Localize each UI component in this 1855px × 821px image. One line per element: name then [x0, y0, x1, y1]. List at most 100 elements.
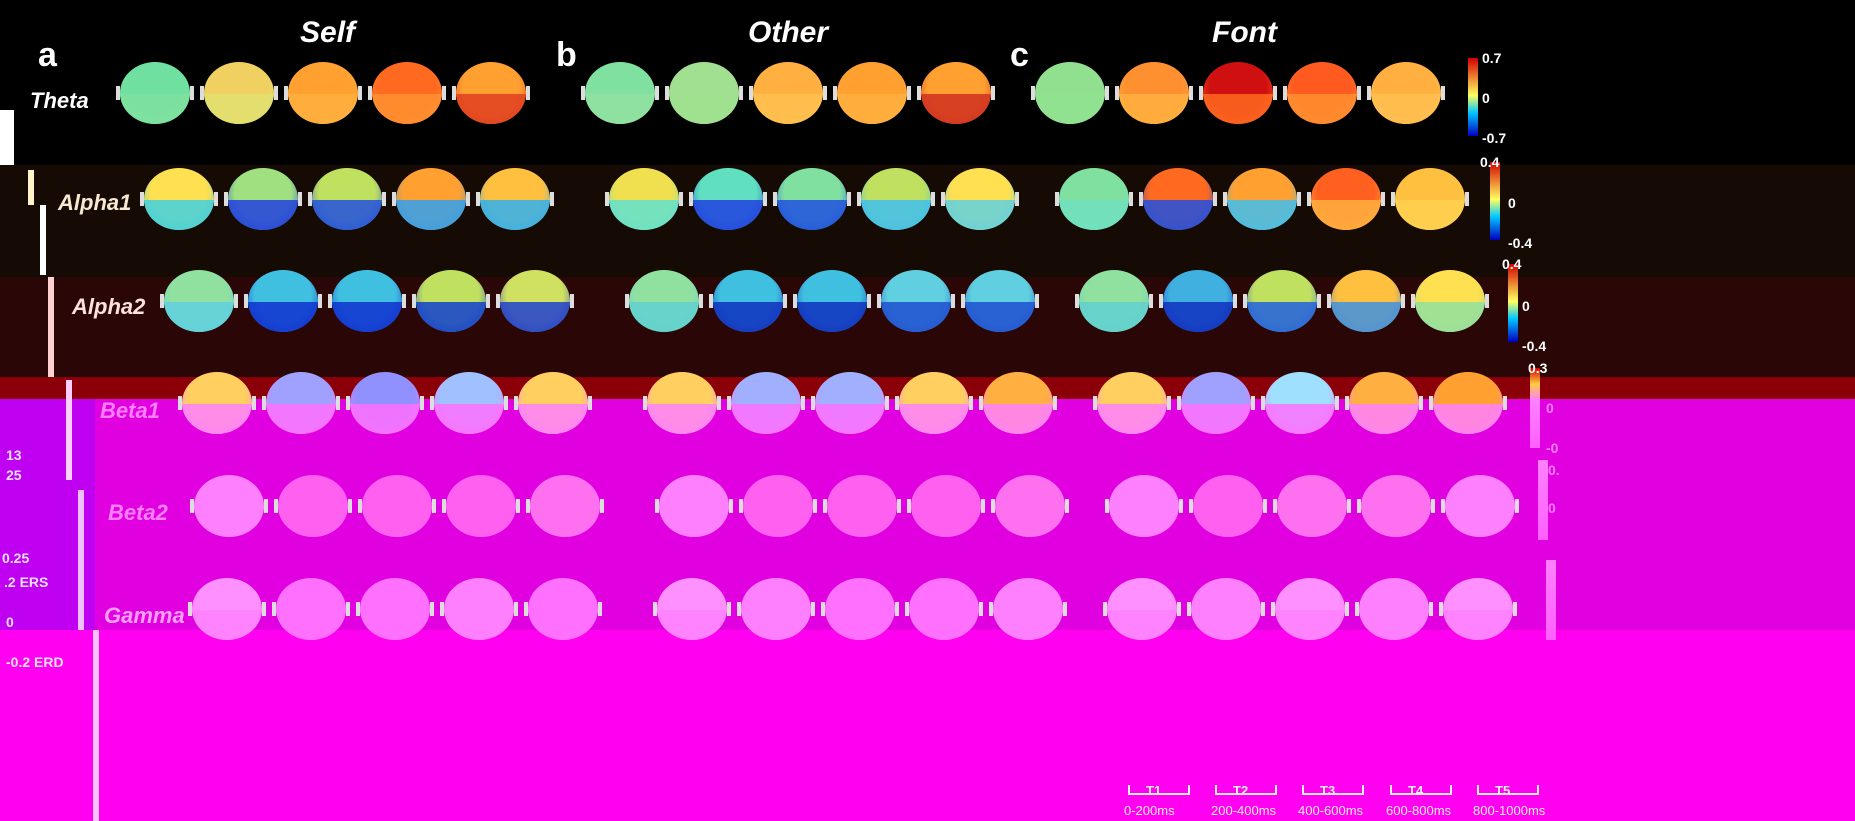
scalp-map-alpha1-self-t2 [228, 168, 298, 230]
ear-marker-right-icon [550, 192, 554, 206]
scalp-map-theta-self-t3 [288, 62, 358, 124]
ear-marker-right-icon [1273, 86, 1277, 100]
row-label-alpha2: Alpha2 [72, 294, 146, 319]
ear-marker-left-icon [284, 86, 288, 100]
ear-marker-right-icon [1317, 294, 1321, 308]
colorbar-alpha1 [1490, 162, 1500, 240]
row-label-beta1: Beta1 [100, 398, 160, 423]
colorbar-alpha1-max: 0.4 [1480, 154, 1500, 170]
ear-marker-right-icon [991, 86, 995, 100]
scalp-map-alpha1-other-t3 [777, 168, 847, 230]
ear-marker-right-icon [262, 602, 266, 616]
ear-marker-left-icon [833, 86, 837, 100]
scalp-map-beta2-self-t5 [530, 475, 600, 537]
scalp-map-alpha2-other-t2 [713, 270, 783, 332]
time-window-bracket-t1 [1128, 785, 1190, 795]
scalp-map-theta-font-t4 [1287, 62, 1357, 124]
ear-marker-left-icon [440, 602, 444, 616]
time-window-range-t5: 800-1000ms [1473, 803, 1546, 818]
ear-marker-left-icon [358, 499, 362, 513]
scalp-map-gamma-self-t5 [528, 578, 598, 640]
ear-marker-right-icon [298, 192, 302, 206]
scalp-map-beta2-self-t2 [278, 475, 348, 537]
ear-marker-right-icon [823, 86, 827, 100]
ear-marker-right-icon [699, 294, 703, 308]
panel-letter-c: c [1010, 36, 1029, 74]
time-window-name-t1: T1 [1146, 783, 1162, 798]
colorbar-beta1-max: 0.3 [1528, 360, 1548, 376]
scalp-map-alpha1-other-t4 [861, 168, 931, 230]
ear-marker-left-icon [1055, 192, 1059, 206]
ear-marker-left-icon [274, 499, 278, 513]
ear-marker-right-icon [655, 86, 659, 100]
ear-marker-left-icon [961, 294, 965, 308]
scalp-map-alpha1-self-t5 [480, 168, 550, 230]
scalp-map-beta1-other-t2 [731, 372, 801, 434]
scalp-map-alpha1-font-t1 [1059, 168, 1129, 230]
ear-marker-right-icon [729, 499, 733, 513]
ear-marker-left-icon [1093, 396, 1097, 410]
panel-title-other: Other [748, 16, 829, 49]
left-stripe-4 [66, 380, 72, 480]
ear-marker-right-icon [598, 602, 602, 616]
ear-marker-left-icon [979, 396, 983, 410]
scalp-map-beta2-other-t3 [827, 475, 897, 537]
ear-marker-right-icon [907, 86, 911, 100]
ear-marker-right-icon [1503, 396, 1507, 410]
ear-marker-left-icon [178, 396, 182, 410]
ear-marker-right-icon [1465, 192, 1469, 206]
ear-marker-right-icon [951, 294, 955, 308]
ear-marker-right-icon [1515, 499, 1519, 513]
scalp-map-gamma-self-t4 [444, 578, 514, 640]
ear-marker-right-icon [432, 499, 436, 513]
scalp-map-gamma-font-t5 [1443, 578, 1513, 640]
scalp-map-gamma-other-t5 [993, 578, 1063, 640]
ear-marker-right-icon [1149, 294, 1153, 308]
ear-marker-left-icon [737, 602, 741, 616]
scalp-map-beta2-font-t4 [1361, 475, 1431, 537]
time-window-bracket-t2 [1215, 785, 1277, 795]
ear-marker-left-icon [1327, 294, 1331, 308]
ear-marker-right-icon [1189, 86, 1193, 100]
ear-marker-right-icon [763, 192, 767, 206]
scalp-map-gamma-other-t3 [825, 578, 895, 640]
scalp-map-alpha2-self-t4 [416, 270, 486, 332]
scalp-map-gamma-self-t3 [360, 578, 430, 640]
ear-marker-right-icon [516, 499, 520, 513]
scalp-map-alpha1-other-t5 [945, 168, 1015, 230]
ear-marker-left-icon [749, 86, 753, 100]
ear-marker-right-icon [600, 499, 604, 513]
panel-letter-a: a [38, 36, 57, 74]
ear-marker-right-icon [274, 86, 278, 100]
ear-marker-left-icon [811, 396, 815, 410]
scalp-map-gamma-self-t1 [192, 578, 262, 640]
ear-marker-left-icon [1367, 86, 1371, 100]
ear-marker-left-icon [991, 499, 995, 513]
scalp-map-alpha2-font-t1 [1079, 270, 1149, 332]
ear-marker-right-icon [1357, 86, 1361, 100]
scalp-map-alpha1-font-t4 [1311, 168, 1381, 230]
left-note-2: 25 [6, 467, 22, 483]
scalp-map-alpha2-other-t4 [881, 270, 951, 332]
ear-marker-right-icon [348, 499, 352, 513]
ear-marker-right-icon [526, 86, 530, 100]
time-window-range-t2: 200-400ms [1211, 803, 1277, 818]
scalp-map-theta-self-t2 [204, 62, 274, 124]
scalp-map-alpha2-font-t5 [1415, 270, 1485, 332]
ear-marker-left-icon [941, 192, 945, 206]
ear-marker-right-icon [234, 294, 238, 308]
ear-marker-left-icon [1139, 192, 1143, 206]
scalp-map-alpha1-self-t1 [144, 168, 214, 230]
gamma-band-bg [0, 630, 1855, 821]
left-stripe-2 [40, 205, 46, 275]
ear-marker-right-icon [717, 396, 721, 410]
left-stripe-5 [78, 490, 84, 630]
scalp-map-theta-other-t1 [585, 62, 655, 124]
ear-marker-right-icon [1345, 602, 1349, 616]
row-label-theta: Theta [30, 88, 89, 113]
scalp-map-gamma-font-t2 [1191, 578, 1261, 640]
scalp-map-alpha2-self-t5 [500, 270, 570, 332]
scalp-map-beta2-self-t1 [194, 475, 264, 537]
ear-marker-right-icon [504, 396, 508, 410]
scalp-map-gamma-font-t3 [1275, 578, 1345, 640]
